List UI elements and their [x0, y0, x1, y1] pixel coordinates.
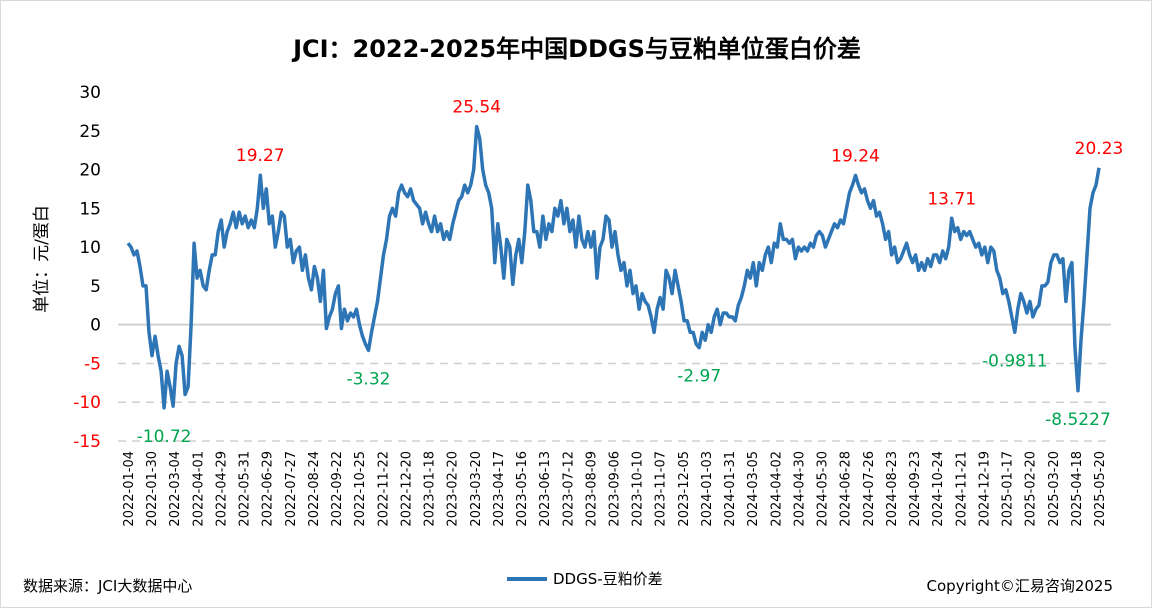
x-tick-label: 2023-02-20: [446, 451, 461, 527]
data-label: 19.27: [236, 146, 285, 166]
data-label: 20.23: [1075, 139, 1124, 159]
x-tick-label: 2023-07-12: [561, 451, 576, 527]
x-tick-label: 2022-01-04: [122, 451, 137, 527]
y-tick-label: -15: [73, 432, 101, 452]
data-label: -2.97: [677, 367, 721, 387]
x-tick-label: 2023-01-18: [423, 451, 438, 527]
x-tick-label: 2024-06-28: [839, 451, 854, 527]
y-tick-label: 5: [90, 277, 101, 297]
x-tick-label: 2024-09-23: [908, 451, 923, 527]
x-tick-label: 2022-04-01: [191, 451, 206, 527]
data-label: -0.9811: [982, 351, 1048, 371]
x-tick-label: 2023-06-13: [538, 451, 553, 527]
x-tick-label: 2022-05-31: [238, 451, 253, 527]
data-label: -10.72: [137, 427, 192, 447]
y-tick-label: 25: [79, 122, 101, 142]
legend-label: DDGS-豆粕价差: [553, 570, 663, 588]
x-tick-label: 2022-10-25: [353, 451, 368, 527]
x-tick-label: 2022-04-29: [214, 451, 229, 527]
y-tick-label: 15: [79, 199, 101, 219]
legend: DDGS-豆粕价差: [507, 570, 663, 588]
x-tick-label: 2022-06-29: [261, 451, 276, 527]
x-tick-label: 2024-04-30: [792, 451, 807, 527]
y-tick-label: 30: [79, 83, 101, 103]
data-label: 19.24: [831, 146, 880, 166]
x-tick-label: 2024-04-02: [769, 451, 784, 527]
x-tick-label: 2022-03-04: [168, 451, 183, 527]
x-tick-label: 2023-05-16: [515, 451, 530, 527]
x-tick-label: 2025-02-20: [1024, 451, 1039, 527]
x-tick-label: 2022-12-20: [399, 451, 414, 527]
copyright: Copyright©汇易咨询2025: [927, 577, 1113, 595]
series-line-ddgs: [126, 124, 1101, 410]
x-tick-label: 2024-10-24: [931, 451, 946, 527]
data-label: -8.5227: [1045, 410, 1111, 430]
data-label: 25.54: [452, 98, 501, 118]
y-tick-label: -5: [84, 354, 101, 374]
x-tick-label: 2023-12-05: [677, 451, 692, 527]
x-tick-label: 2024-07-26: [862, 451, 877, 527]
y-tick-label: 0: [90, 316, 101, 336]
x-tick-label: 2025-01-17: [1001, 451, 1016, 527]
y-tick-label: -10: [73, 393, 101, 413]
x-tick-label: 2022-01-30: [145, 451, 160, 527]
x-tick-label: 2023-08-09: [584, 451, 599, 527]
x-tick-label: 2024-12-19: [977, 451, 992, 527]
x-tick-label: 2023-03-20: [469, 451, 484, 527]
x-tick-label: 2023-11-07: [654, 451, 669, 527]
x-tick-label: 2022-11-22: [376, 451, 391, 527]
x-tick-label: 2023-10-10: [631, 451, 646, 527]
x-tick-label: 2024-01-31: [723, 451, 738, 527]
data-label: 13.71: [927, 189, 976, 209]
chart-title: JCI：2022-2025年中国DDGS与豆粕单位蛋白价差: [291, 35, 861, 63]
x-tick-label: 2025-05-20: [1093, 451, 1108, 527]
x-tick-label: 2024-11-21: [954, 451, 969, 527]
x-tick-label: 2024-03-05: [746, 451, 761, 527]
y-tick-label: 20: [79, 161, 101, 181]
y-tick-label: 10: [79, 238, 101, 258]
x-tick-label: 2023-09-06: [608, 451, 623, 527]
x-tick-label: 2025-03-20: [1047, 451, 1062, 527]
x-tick-label: 2024-01-03: [700, 451, 715, 527]
data-source: 数据来源：JCI大数据中心: [23, 577, 192, 595]
x-tick-label: 2022-09-22: [330, 451, 345, 527]
x-tick-label: 2023-04-17: [492, 451, 507, 527]
data-label: -3.32: [346, 369, 390, 389]
x-tick-label: 2022-08-24: [307, 451, 322, 527]
x-tick-label: 2024-08-23: [885, 451, 900, 527]
x-tick-label: 2024-05-30: [816, 451, 831, 527]
x-tick-label: 2025-04-18: [1070, 451, 1085, 527]
x-tick-label: 2022-07-27: [284, 451, 299, 527]
y-axis-label: 单位：元/蛋白: [32, 205, 52, 313]
